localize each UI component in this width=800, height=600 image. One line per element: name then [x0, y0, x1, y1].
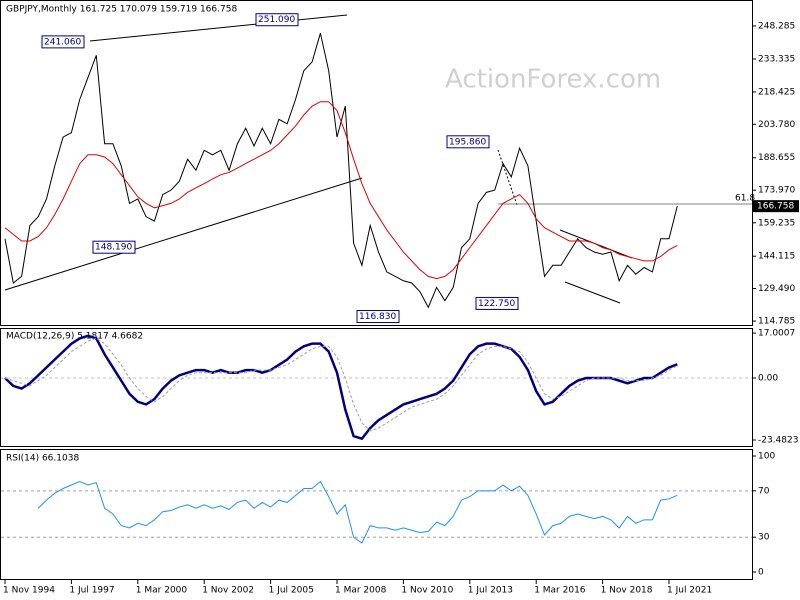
annotation: 251.090: [258, 15, 295, 25]
rsi-title: RSI(14) 66.1038: [6, 454, 79, 464]
x-tick-label: 1 Mar 2008: [335, 586, 387, 596]
y-tick-label: 0: [758, 567, 764, 577]
series-line: [4, 337, 678, 432]
y-tick-label: 188.655: [758, 153, 795, 163]
annotation: 195.860: [449, 137, 486, 147]
trend-line: [497, 149, 518, 206]
y-tick-label: 100: [758, 452, 775, 462]
series-line: [4, 334, 678, 441]
x-tick-label: 1 Mar 2000: [136, 586, 188, 596]
annotation: 122.750: [478, 299, 515, 309]
y-tick-label: 248.285: [758, 21, 795, 31]
x-tick-label: 1 Nov 2010: [401, 586, 453, 596]
annotation-box: [356, 310, 400, 324]
y-tick-label: 30: [758, 533, 770, 543]
y-tick-label: -23.4823: [758, 435, 798, 445]
annotation: 148.190: [95, 243, 132, 253]
macd-title: MACD(12,26,9) 5.1817 4.6682: [6, 332, 143, 342]
x-tick-label: 1 Jul 1997: [69, 586, 114, 596]
annotation-box: [255, 13, 299, 27]
y-tick-label: 114.785: [758, 317, 795, 327]
annotation-box: [446, 135, 490, 149]
y-tick-label: 218.425: [758, 87, 795, 97]
x-tick-label: 1 Jul 2005: [269, 586, 314, 596]
x-tick-label: 1 Nov 1994: [3, 586, 55, 596]
x-tick-label: 1 Jul 2021: [667, 586, 712, 596]
y-tick-label: 159.235: [758, 218, 795, 228]
y-tick-label: 0.00: [758, 373, 778, 383]
y-tick-label: 144.115: [758, 252, 795, 262]
series-line: [37, 480, 678, 544]
macd-panel: [0, 328, 753, 447]
x-tick-label: 1 Mar 2016: [534, 586, 586, 596]
annotation-box: [41, 35, 85, 49]
trend-line: [89, 14, 348, 42]
y-tick-label: 233.335: [758, 54, 795, 64]
watermark: ActionForex.com: [445, 65, 661, 95]
price-panel: [0, 0, 753, 326]
price-tag: [753, 200, 799, 213]
trend-lines: [4, 14, 752, 304]
annotation-box: [475, 296, 519, 310]
trend-line: [4, 177, 363, 291]
y-tick-label: 70: [758, 486, 770, 496]
rsi-panel: [0, 449, 753, 580]
x-tick-label: 1 Nov 2018: [601, 586, 653, 596]
annotation: 241.060: [44, 37, 81, 47]
trend-line: [564, 281, 621, 304]
annotation-box: [92, 240, 136, 254]
y-tick-label: 17.0007: [758, 329, 795, 339]
y-tick-label: 203.780: [758, 120, 795, 130]
chart-title: GBPJPY,Monthly 161.725 170.079 159.719 1…: [6, 5, 237, 15]
y-tick-label: 173.970: [758, 186, 795, 196]
x-tick-label: 1 Nov 2002: [202, 586, 254, 596]
fib-label: 61.8: [735, 194, 755, 204]
x-tick-label: 1 Jul 2013: [468, 586, 513, 596]
annotation: 116.830: [359, 312, 396, 322]
y-tick-label: 129.490: [758, 284, 795, 294]
price-tag-label: 166.758: [757, 202, 794, 212]
series-line: [4, 101, 678, 280]
